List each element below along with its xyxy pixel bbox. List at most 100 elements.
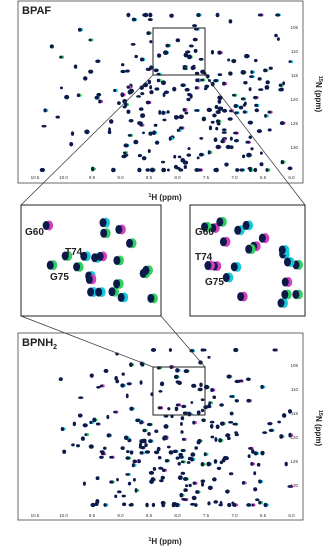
inset-frame xyxy=(20,204,162,317)
peak xyxy=(219,403,224,407)
peak xyxy=(132,477,136,482)
peak xyxy=(95,287,103,297)
x-tick-label: 6.0 xyxy=(288,175,295,180)
peak xyxy=(225,144,231,150)
peak xyxy=(215,119,221,124)
peak xyxy=(258,500,262,505)
peak xyxy=(141,438,147,443)
peak xyxy=(100,228,108,238)
peak xyxy=(199,136,204,140)
label-text: BPNH xyxy=(22,337,53,349)
peak xyxy=(189,93,193,99)
x-tick-label: 6.0 xyxy=(288,513,295,518)
peak xyxy=(238,105,244,110)
peak xyxy=(80,436,85,441)
peak xyxy=(245,244,253,254)
label-sub: 2 xyxy=(53,344,57,351)
peak xyxy=(91,253,99,263)
peak xyxy=(192,37,198,42)
peak xyxy=(134,54,138,59)
peak xyxy=(210,435,215,439)
peak xyxy=(123,143,129,148)
peak xyxy=(216,466,222,471)
peak xyxy=(128,88,135,94)
peak xyxy=(198,57,204,61)
peak xyxy=(178,168,184,172)
peak xyxy=(245,377,251,382)
peak xyxy=(115,379,120,384)
peak xyxy=(161,468,166,472)
y-tick-label: 125 xyxy=(290,121,298,126)
peak xyxy=(276,37,280,41)
peak xyxy=(84,129,90,135)
peak xyxy=(232,422,238,426)
text: H (ppm) xyxy=(151,193,182,202)
x-tick-label: 8.5 xyxy=(146,175,153,180)
peak xyxy=(160,160,166,164)
peak xyxy=(180,448,186,453)
peak xyxy=(216,217,224,227)
peak xyxy=(109,455,114,459)
peak xyxy=(142,82,149,88)
peak xyxy=(113,410,118,414)
peak xyxy=(185,50,191,54)
panel-label: BPNH2 xyxy=(22,337,57,351)
peak xyxy=(248,87,252,92)
peak xyxy=(121,372,125,376)
peak xyxy=(179,492,184,498)
peak xyxy=(196,410,201,415)
peak xyxy=(232,131,239,135)
peak xyxy=(76,93,81,98)
peak xyxy=(235,168,240,172)
peak xyxy=(94,95,99,100)
peak xyxy=(117,490,122,494)
peak xyxy=(228,472,234,476)
peak xyxy=(126,12,131,18)
peak xyxy=(225,433,231,438)
peak xyxy=(247,454,251,459)
peak xyxy=(125,456,131,460)
peak xyxy=(164,458,169,463)
peak xyxy=(127,438,132,443)
peak xyxy=(228,71,233,76)
peak xyxy=(117,292,125,302)
peak xyxy=(239,168,245,172)
peak xyxy=(173,114,179,120)
peak xyxy=(201,482,204,487)
peak xyxy=(279,121,285,126)
sup: 1 xyxy=(148,193,151,199)
peak xyxy=(107,130,112,135)
peak xyxy=(204,261,212,271)
zoom-box xyxy=(152,366,206,416)
peak xyxy=(200,398,205,402)
peak xyxy=(49,44,54,49)
peak xyxy=(256,462,261,467)
peak xyxy=(139,380,143,385)
peak xyxy=(96,251,104,261)
x-tick-label: 8.0 xyxy=(174,513,181,518)
y-tick-label: 130 xyxy=(290,145,298,150)
peak xyxy=(200,462,205,467)
peak xyxy=(158,466,164,470)
peak xyxy=(42,220,50,230)
peak xyxy=(92,417,97,423)
peak xyxy=(252,95,258,100)
peak xyxy=(210,120,215,124)
peak xyxy=(245,140,250,144)
peak xyxy=(253,167,258,173)
peak xyxy=(213,137,218,143)
peak xyxy=(76,444,80,448)
peak xyxy=(113,88,117,93)
peak xyxy=(203,87,208,91)
peak xyxy=(43,108,47,113)
peak xyxy=(131,17,137,22)
peak xyxy=(149,85,153,90)
peak xyxy=(96,385,101,389)
peak xyxy=(179,126,184,130)
peak xyxy=(287,485,293,488)
peak xyxy=(146,422,153,427)
peak xyxy=(168,348,172,352)
peak xyxy=(175,456,180,460)
peak xyxy=(228,421,234,424)
peak xyxy=(161,110,166,115)
